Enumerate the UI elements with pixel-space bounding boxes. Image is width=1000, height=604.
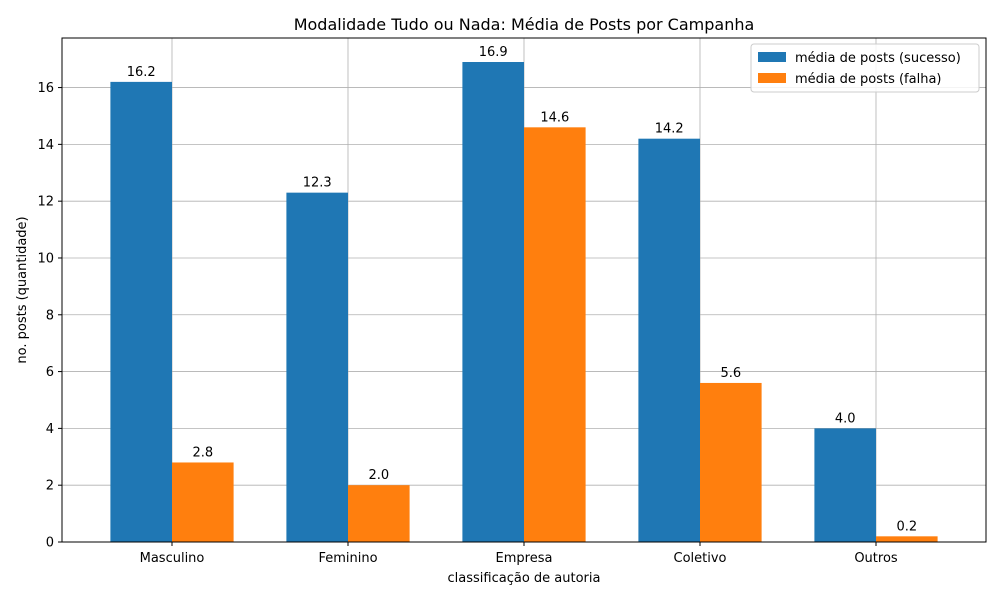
bar-sucesso-outros (814, 428, 876, 542)
bar-value-label: 2.0 (368, 468, 389, 483)
y-tick-label: 4 (46, 422, 54, 437)
bar-value-label: 14.2 (655, 122, 684, 137)
legend: média de posts (sucesso) média de posts … (750, 43, 980, 93)
x-tick-label: Empresa (496, 551, 553, 566)
bar-sucesso-coletivo (638, 138, 700, 542)
bar-value-label: 4.0 (835, 411, 856, 426)
bar-value-label: 16.2 (127, 65, 156, 80)
y-tick-label: 2 (46, 479, 54, 494)
y-tick-label: 14 (37, 138, 54, 153)
x-tick-label: Outros (854, 551, 898, 566)
bar-value-label: 14.6 (540, 110, 569, 125)
bar-value-label: 5.6 (720, 366, 741, 381)
chart-title: Modalidade Tudo ou Nada: Média de Posts … (294, 15, 755, 34)
axes: 0 2 4 6 8 10 12 14 16 Masculino Feminino Empresa Col… (37, 81, 897, 566)
bar-value-label: 2.8 (192, 445, 213, 460)
bar-value-label: 16.9 (479, 45, 508, 60)
legend-label-falha: média de posts (falha) (795, 72, 942, 87)
legend-swatch-sucesso (758, 52, 786, 62)
y-tick-label: 10 (37, 251, 54, 266)
y-tick-label: 6 (46, 365, 54, 380)
bar-value-label: 0.2 (896, 519, 917, 534)
x-axis-label: classificação de autoria (448, 571, 601, 586)
bar-sucesso-feminino (286, 192, 348, 543)
bars (110, 62, 938, 543)
legend-frame (750, 43, 980, 93)
bar-sucesso-empresa (462, 62, 524, 542)
bar-falha-feminino (348, 485, 410, 542)
y-axis-label: no. posts (quantidade) (15, 216, 30, 363)
bar-sucesso-masculino (110, 81, 172, 543)
y-tick-label: 0 (46, 536, 54, 551)
bar-falha-masculino (172, 462, 234, 542)
bar-falha-empresa (524, 127, 586, 543)
y-tick-label: 12 (37, 195, 54, 210)
x-tick-label: Coletivo (674, 551, 727, 566)
bar-value-labels: 16.2 12.3 16.9 14.2 4.0 2.8 2.0 14.6 5.6 0.2 (127, 45, 917, 534)
x-tick-label: Feminino (318, 551, 377, 566)
y-tick-label: 16 (37, 81, 54, 96)
legend-label-sucesso: média de posts (sucesso) (795, 51, 961, 66)
bar-value-label: 12.3 (303, 176, 332, 191)
legend-swatch-falha (758, 73, 786, 83)
x-tick-label: Masculino (140, 551, 205, 566)
bar-falha-coletivo (700, 382, 762, 542)
y-tick-label: 8 (46, 308, 54, 323)
bar-falha-outros (876, 536, 938, 542)
